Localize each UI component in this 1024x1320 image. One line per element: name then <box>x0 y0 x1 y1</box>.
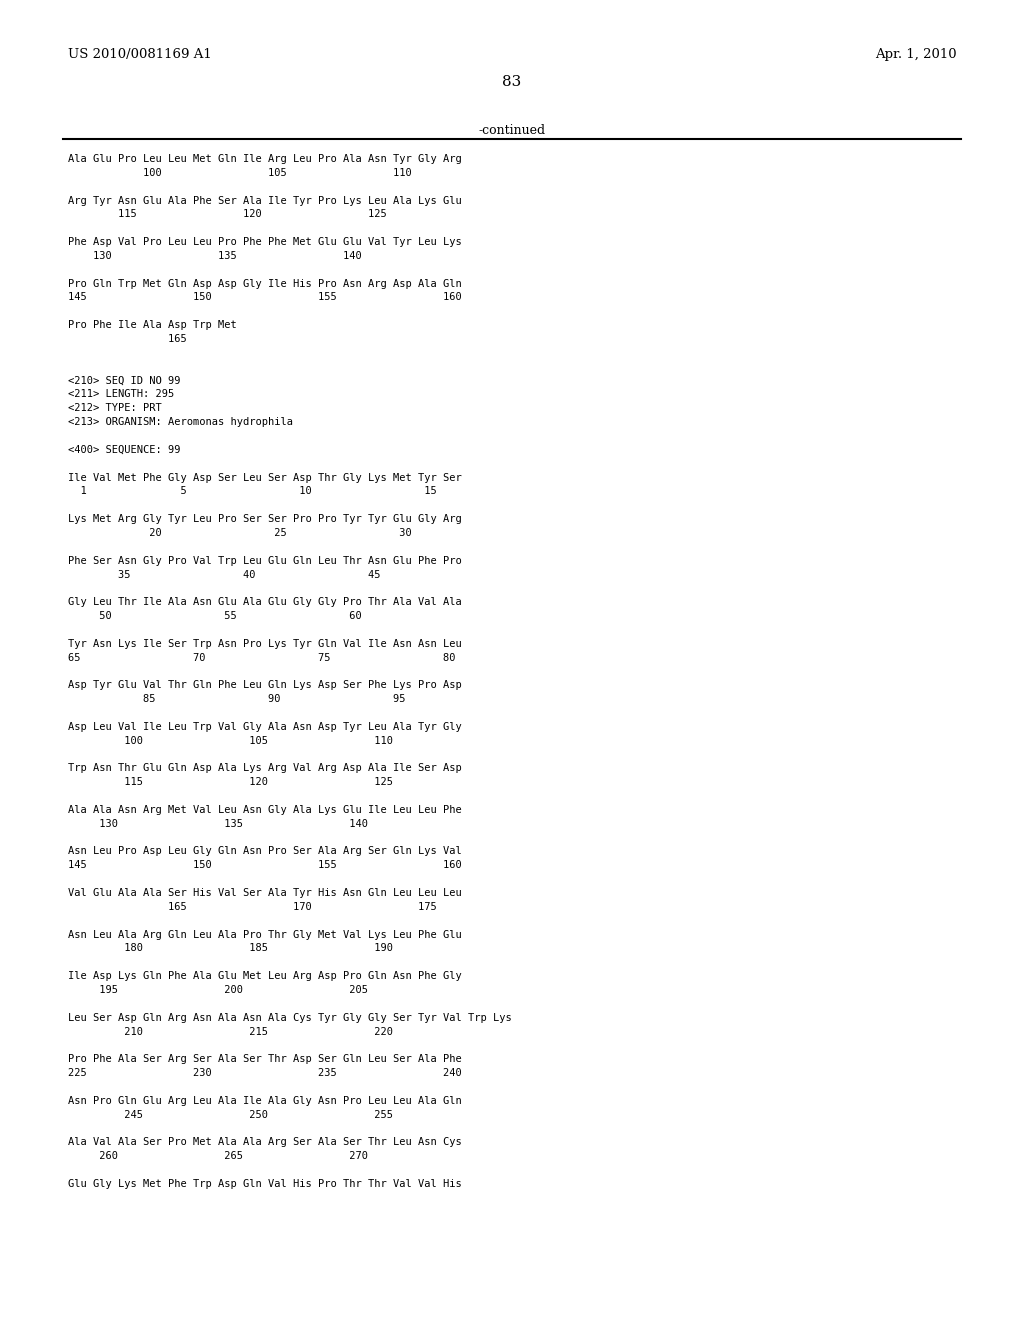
Text: Ile Val Met Phe Gly Asp Ser Leu Ser Asp Thr Gly Lys Met Tyr Ser: Ile Val Met Phe Gly Asp Ser Leu Ser Asp … <box>68 473 462 483</box>
Text: Phe Ser Asn Gly Pro Val Trp Leu Glu Gln Leu Thr Asn Glu Phe Pro: Phe Ser Asn Gly Pro Val Trp Leu Glu Gln … <box>68 556 462 566</box>
Text: Phe Asp Val Pro Leu Leu Pro Phe Phe Met Glu Glu Val Tyr Leu Lys: Phe Asp Val Pro Leu Leu Pro Phe Phe Met … <box>68 238 462 247</box>
Text: Asn Leu Ala Arg Gln Leu Ala Pro Thr Gly Met Val Lys Leu Phe Glu: Asn Leu Ala Arg Gln Leu Ala Pro Thr Gly … <box>68 929 462 940</box>
Text: Arg Tyr Asn Glu Ala Phe Ser Ala Ile Tyr Pro Lys Leu Ala Lys Glu: Arg Tyr Asn Glu Ala Phe Ser Ala Ile Tyr … <box>68 195 462 206</box>
Text: 165: 165 <box>68 334 186 345</box>
Text: 115                 120                 125: 115 120 125 <box>68 210 387 219</box>
Text: 210                 215                 220: 210 215 220 <box>68 1027 393 1036</box>
Text: 245                 250                 255: 245 250 255 <box>68 1110 393 1119</box>
Text: 100                 105                 110: 100 105 110 <box>68 168 412 178</box>
Text: Ala Val Ala Ser Pro Met Ala Ala Arg Ser Ala Ser Thr Leu Asn Cys: Ala Val Ala Ser Pro Met Ala Ala Arg Ser … <box>68 1138 462 1147</box>
Text: Pro Phe Ile Ala Asp Trp Met: Pro Phe Ile Ala Asp Trp Met <box>68 321 237 330</box>
Text: 1               5                  10                  15: 1 5 10 15 <box>68 486 437 496</box>
Text: Ala Glu Pro Leu Leu Met Gln Ile Arg Leu Pro Ala Asn Tyr Gly Arg: Ala Glu Pro Leu Leu Met Gln Ile Arg Leu … <box>68 154 462 164</box>
Text: Glu Gly Lys Met Phe Trp Asp Gln Val His Pro Thr Thr Val Val His: Glu Gly Lys Met Phe Trp Asp Gln Val His … <box>68 1179 462 1189</box>
Text: 165                 170                 175: 165 170 175 <box>68 902 437 912</box>
Text: Leu Ser Asp Gln Arg Asn Ala Asn Ala Cys Tyr Gly Gly Ser Tyr Val Trp Lys: Leu Ser Asp Gln Arg Asn Ala Asn Ala Cys … <box>68 1012 512 1023</box>
Text: 50                  55                  60: 50 55 60 <box>68 611 361 620</box>
Text: Asp Leu Val Ile Leu Trp Val Gly Ala Asn Asp Tyr Leu Ala Tyr Gly: Asp Leu Val Ile Leu Trp Val Gly Ala Asn … <box>68 722 462 731</box>
Text: <211> LENGTH: 295: <211> LENGTH: 295 <box>68 389 174 400</box>
Text: <212> TYPE: PRT: <212> TYPE: PRT <box>68 404 162 413</box>
Text: 130                 135                 140: 130 135 140 <box>68 251 361 261</box>
Text: Trp Asn Thr Glu Gln Asp Ala Lys Arg Val Arg Asp Ala Ile Ser Asp: Trp Asn Thr Glu Gln Asp Ala Lys Arg Val … <box>68 763 462 774</box>
Text: 20                  25                  30: 20 25 30 <box>68 528 412 539</box>
Text: Asp Tyr Glu Val Thr Gln Phe Leu Gln Lys Asp Ser Phe Lys Pro Asp: Asp Tyr Glu Val Thr Gln Phe Leu Gln Lys … <box>68 680 462 690</box>
Text: US 2010/0081169 A1: US 2010/0081169 A1 <box>68 48 212 61</box>
Text: 225                 230                 235                 240: 225 230 235 240 <box>68 1068 462 1078</box>
Text: 130                 135                 140: 130 135 140 <box>68 818 368 829</box>
Text: Pro Gln Trp Met Gln Asp Asp Gly Ile His Pro Asn Arg Asp Ala Gln: Pro Gln Trp Met Gln Asp Asp Gly Ile His … <box>68 279 462 289</box>
Text: Apr. 1, 2010: Apr. 1, 2010 <box>876 48 957 61</box>
Text: Tyr Asn Lys Ile Ser Trp Asn Pro Lys Tyr Gln Val Ile Asn Asn Leu: Tyr Asn Lys Ile Ser Trp Asn Pro Lys Tyr … <box>68 639 462 648</box>
Text: Lys Met Arg Gly Tyr Leu Pro Ser Ser Pro Pro Tyr Tyr Glu Gly Arg: Lys Met Arg Gly Tyr Leu Pro Ser Ser Pro … <box>68 513 462 524</box>
Text: -continued: -continued <box>478 124 546 137</box>
Text: 83: 83 <box>503 75 521 88</box>
Text: 195                 200                 205: 195 200 205 <box>68 985 368 995</box>
Text: Gly Leu Thr Ile Ala Asn Glu Ala Glu Gly Gly Pro Thr Ala Val Ala: Gly Leu Thr Ile Ala Asn Glu Ala Glu Gly … <box>68 597 462 607</box>
Text: 260                 265                 270: 260 265 270 <box>68 1151 368 1162</box>
Text: Val Glu Ala Ala Ser His Val Ser Ala Tyr His Asn Gln Leu Leu Leu: Val Glu Ala Ala Ser His Val Ser Ala Tyr … <box>68 888 462 898</box>
Text: 100                 105                 110: 100 105 110 <box>68 735 393 746</box>
Text: 180                 185                 190: 180 185 190 <box>68 944 393 953</box>
Text: 115                 120                 125: 115 120 125 <box>68 777 393 787</box>
Text: 85                  90                  95: 85 90 95 <box>68 694 406 704</box>
Text: <210> SEQ ID NO 99: <210> SEQ ID NO 99 <box>68 376 180 385</box>
Text: 145                 150                 155                 160: 145 150 155 160 <box>68 293 462 302</box>
Text: Asn Pro Gln Glu Arg Leu Ala Ile Ala Gly Asn Pro Leu Leu Ala Gln: Asn Pro Gln Glu Arg Leu Ala Ile Ala Gly … <box>68 1096 462 1106</box>
Text: 35                  40                  45: 35 40 45 <box>68 569 381 579</box>
Text: 65                  70                  75                  80: 65 70 75 80 <box>68 652 456 663</box>
Text: <213> ORGANISM: Aeromonas hydrophila: <213> ORGANISM: Aeromonas hydrophila <box>68 417 293 428</box>
Text: Ile Asp Lys Gln Phe Ala Glu Met Leu Arg Asp Pro Gln Asn Phe Gly: Ile Asp Lys Gln Phe Ala Glu Met Leu Arg … <box>68 972 462 981</box>
Text: Asn Leu Pro Asp Leu Gly Gln Asn Pro Ser Ala Arg Ser Gln Lys Val: Asn Leu Pro Asp Leu Gly Gln Asn Pro Ser … <box>68 846 462 857</box>
Text: <400> SEQUENCE: 99: <400> SEQUENCE: 99 <box>68 445 180 455</box>
Text: Pro Phe Ala Ser Arg Ser Ala Ser Thr Asp Ser Gln Leu Ser Ala Phe: Pro Phe Ala Ser Arg Ser Ala Ser Thr Asp … <box>68 1055 462 1064</box>
Text: 145                 150                 155                 160: 145 150 155 160 <box>68 861 462 870</box>
Text: Ala Ala Asn Arg Met Val Leu Asn Gly Ala Lys Glu Ile Leu Leu Phe: Ala Ala Asn Arg Met Val Leu Asn Gly Ala … <box>68 805 462 814</box>
